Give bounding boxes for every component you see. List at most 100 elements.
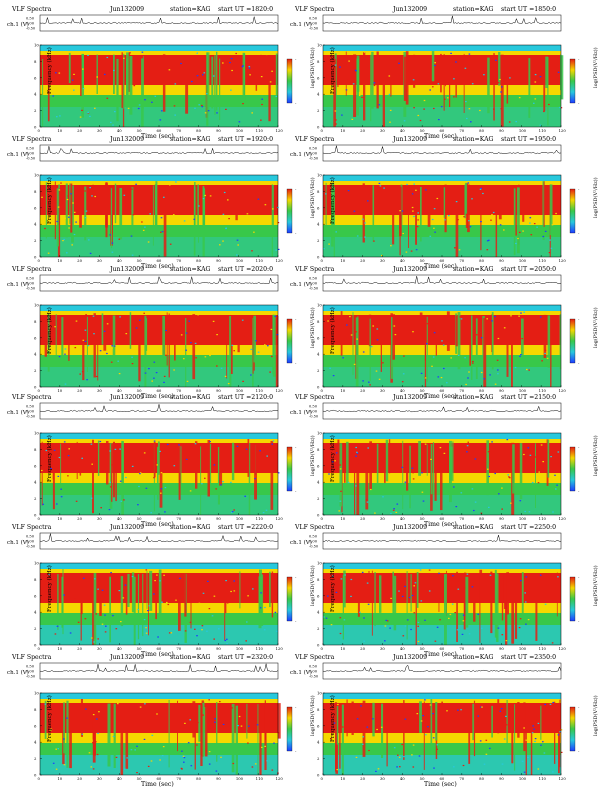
frequency-axis-label: Frequency (kHz) — [329, 177, 336, 224]
frequency-tick-label: 2 — [317, 238, 320, 243]
time-tick-label: 100 — [236, 516, 244, 521]
time-axis-label: Time (sec) — [424, 393, 457, 400]
panel-station: station=KAG — [170, 654, 211, 661]
time-tick-label: 100 — [519, 128, 527, 133]
frequency-tick-label: 10 — [34, 431, 39, 436]
panel-title: VLF Spectra — [294, 266, 335, 273]
waveform-tick-label: 0.50 — [26, 277, 35, 281]
waveform-tick-label: 0.00 — [309, 282, 318, 286]
waveform-tick-label: -0.50 — [309, 27, 319, 31]
panel-start-time: start UT =2050:0 — [501, 266, 556, 273]
time-tick-label: 80 — [479, 258, 484, 263]
waveform-trace — [322, 275, 561, 285]
waveform-tick-label: 0.50 — [26, 147, 35, 151]
panel-date: Jun132009 — [109, 136, 144, 143]
frequency-tick-label: 8 — [34, 447, 37, 452]
waveform-axis-label: ch.1 (V) — [7, 539, 29, 546]
colorbar-label: log(PSD(V²/Hz)) — [309, 307, 316, 348]
frequency-tick-label: 0 — [317, 643, 320, 648]
time-tick-label: 100 — [519, 646, 527, 651]
colorbar-tick-label: - — [578, 445, 580, 450]
frequency-tick-label: 0 — [34, 385, 37, 390]
waveform-trace — [39, 533, 279, 543]
frequency-tick-label: 10 — [317, 431, 322, 436]
time-tick-label: 70 — [459, 776, 464, 781]
frequency-tick-label: 2 — [34, 368, 37, 373]
time-tick-label: 120 — [559, 388, 567, 393]
time-tick-label: 0 — [38, 516, 41, 521]
colorbar — [286, 188, 293, 234]
spectrogram-panel: VLF Spectra Jun132009 station=KAG start UT … — [7, 6, 316, 140]
time-tick-label: 70 — [176, 646, 181, 651]
spectrogram-panel: VLF Spectra Jun132009 station=KAG start UT … — [290, 136, 599, 270]
panel-station: station=KAG — [453, 394, 494, 401]
colorbar-label: log(PSD(V²/Hz)) — [592, 47, 599, 88]
time-tick-label: 50 — [420, 258, 425, 263]
time-tick-label: 60 — [157, 646, 162, 651]
time-tick-label: 120 — [559, 516, 567, 521]
panel-station: station=KAG — [453, 654, 494, 661]
colorbar-tick-label: - — [578, 101, 580, 106]
time-tick-label: 110 — [539, 388, 547, 393]
time-tick-label: 30 — [97, 258, 102, 263]
spectrogram-image — [323, 433, 561, 515]
panel-start-time: start UT =2320:0 — [218, 654, 273, 661]
time-tick-label: 0 — [321, 388, 324, 393]
time-tick-label: 20 — [77, 776, 82, 781]
waveform-tick-label: 0.00 — [26, 540, 35, 544]
frequency-axis-label: Frequency (kHz) — [46, 435, 53, 482]
frequency-tick-label: 4 — [317, 352, 320, 357]
colorbar-tick-label: - — [295, 749, 297, 754]
panel-station: station=KAG — [170, 524, 211, 531]
time-tick-label: 30 — [380, 646, 385, 651]
frequency-tick-label: 10 — [317, 561, 322, 566]
frequency-tick-label: 4 — [34, 92, 37, 97]
time-tick-label: 50 — [420, 646, 425, 651]
frequency-tick-label: 4 — [34, 352, 37, 357]
waveform-axis-label: ch.1 (V) — [290, 539, 312, 546]
frequency-tick-label: 6 — [34, 463, 37, 468]
time-tick-label: 20 — [77, 258, 82, 263]
colorbar-tick-label: - — [578, 489, 580, 494]
time-tick-label: 120 — [559, 646, 567, 651]
time-tick-label: 80 — [479, 646, 484, 651]
time-tick-label: 0 — [321, 776, 324, 781]
frequency-tick-label: 0 — [317, 255, 320, 260]
frequency-axis-label: Frequency (kHz) — [46, 47, 53, 94]
frequency-tick-label: 10 — [34, 561, 39, 566]
panel-station: station=KAG — [170, 394, 211, 401]
frequency-tick-label: 0 — [34, 255, 37, 260]
waveform-axis-label: ch.1 (V) — [7, 151, 29, 158]
time-tick-label: 100 — [236, 646, 244, 651]
time-tick-label: 60 — [157, 258, 162, 263]
frequency-tick-label: 0 — [34, 125, 37, 130]
time-tick-label: 70 — [176, 258, 181, 263]
time-tick-label: 30 — [97, 646, 102, 651]
time-tick-label: 40 — [400, 516, 405, 521]
colorbar — [569, 576, 576, 622]
waveform-tick-label: -0.50 — [26, 415, 36, 419]
panel-title: VLF Spectra — [11, 136, 52, 143]
time-tick-label: 80 — [196, 646, 201, 651]
time-tick-label: 60 — [157, 516, 162, 521]
time-tick-label: 50 — [137, 128, 142, 133]
spectrogram-panel: VLF Spectra Jun132009 station=KAG start UT … — [7, 654, 316, 788]
colorbar-label: log(PSD(V²/Hz)) — [309, 47, 316, 88]
waveform-trace — [39, 275, 279, 285]
panel-date: Jun132009 — [392, 266, 427, 273]
time-tick-label: 100 — [519, 516, 527, 521]
time-tick-label: 0 — [38, 646, 41, 651]
time-tick-label: 110 — [539, 646, 547, 651]
time-tick-label: 0 — [38, 776, 41, 781]
colorbar-label: log(PSD(V²/Hz)) — [309, 435, 316, 476]
spectrogram-panel: VLF Spectra Jun132009 station=KAG start UT … — [290, 524, 599, 658]
time-tick-label: 110 — [539, 516, 547, 521]
frequency-axis-label: Frequency (kHz) — [329, 565, 336, 612]
colorbar-tick-label: - — [578, 705, 580, 710]
colorbar — [569, 446, 576, 492]
frequency-tick-label: 10 — [317, 43, 322, 48]
spectrogram-image — [323, 45, 564, 127]
frequency-tick-label: 6 — [317, 723, 320, 728]
spectrogram-panel: VLF Spectra Jun132009 station=KAG start UT … — [7, 394, 316, 528]
frequency-tick-label: 8 — [317, 447, 320, 452]
